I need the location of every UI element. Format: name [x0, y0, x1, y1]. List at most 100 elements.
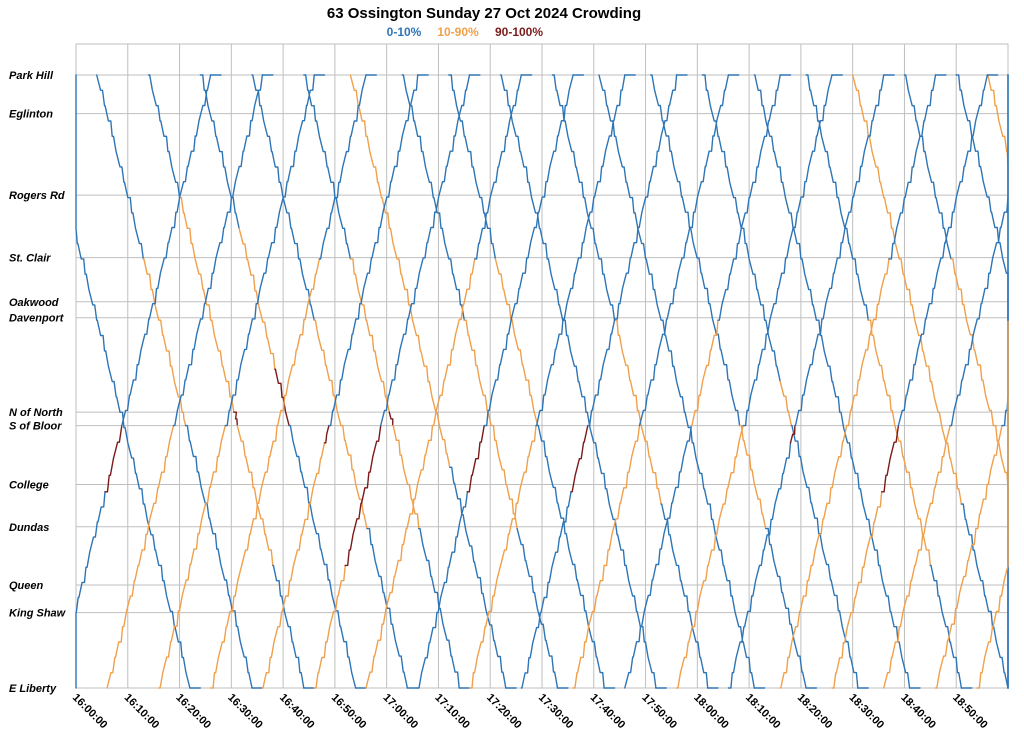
trip-segment-mid	[831, 491, 883, 689]
trip-segment-low	[119, 411, 191, 689]
trip-segment-low	[449, 466, 507, 689]
trip-segment-low	[727, 442, 792, 689]
trip-segment-mid	[975, 424, 1003, 530]
trip-segment-low	[147, 74, 181, 199]
trip-segment-mid	[276, 258, 321, 427]
x-tick-label: 18:50:00	[950, 692, 990, 732]
trip-segment-low	[537, 424, 605, 689]
trip-segment-mid	[846, 258, 890, 427]
x-axis-ticks: 16:00:00 16:10:00 16:20:00 16:30:00 16:40:00…	[70, 692, 990, 732]
x-tick-label: 16:00:00	[70, 692, 110, 732]
stop-label: Dundas	[9, 522, 49, 534]
trip-segment-high	[388, 411, 394, 427]
trip-segment-low	[742, 74, 833, 427]
trip-segment-mid	[499, 424, 537, 567]
stop-label: College	[9, 479, 49, 491]
trip-segment-low	[318, 74, 367, 260]
trip-segment-high	[274, 368, 290, 427]
x-tick-label: 17:00:00	[381, 692, 421, 732]
trip-segment-low	[401, 74, 465, 321]
x-tick-label: 17:10:00	[432, 692, 472, 732]
x-tick-label: 16:50:00	[329, 692, 369, 732]
trip-segment-mid	[976, 472, 1009, 689]
trip-segment-mid	[494, 258, 539, 427]
trip-segment-high	[570, 424, 589, 493]
trip-segment-mid	[349, 74, 383, 199]
trip-segment-low	[288, 424, 357, 689]
stop-label: Park Hill	[9, 70, 54, 82]
x-tick-label: 16:10:00	[122, 692, 162, 732]
trip-segment-low	[224, 74, 315, 427]
trip-segment-low	[483, 74, 574, 427]
trip-segment-low	[805, 74, 869, 321]
x-tick-label: 16:40:00	[277, 692, 317, 732]
trip-segment-low	[184, 424, 253, 689]
stop-labels: Park Hill Eglinton Rogers Rd St. Clair Oakwo…	[9, 70, 67, 695]
trip-segment-low	[516, 527, 559, 689]
trip-segment-mid	[603, 424, 641, 567]
trip-segment-low	[650, 74, 741, 427]
x-tick-label: 17:20:00	[484, 692, 524, 732]
trip-segment-low	[660, 503, 709, 689]
trip-segment-mid	[137, 424, 175, 567]
trip-segment-mid	[261, 442, 326, 689]
trip-segment-mid	[779, 380, 793, 427]
trip-segment-mid	[738, 424, 767, 530]
trip-segment-low	[199, 74, 240, 229]
trip-segment-mid	[572, 564, 605, 689]
trip-segment-mid	[950, 258, 994, 427]
trip-segment-low	[903, 74, 952, 260]
stop-label: Davenport	[9, 313, 65, 325]
legend-entry-mid: 10-90%	[437, 25, 479, 39]
trip-segment-mid	[640, 424, 662, 505]
trip-segment-low	[75, 491, 106, 689]
trip-segment-mid	[934, 527, 977, 689]
trip-lines	[75, 74, 1009, 689]
trip-segment-low	[417, 491, 469, 689]
stop-label: E Liberty	[9, 683, 57, 695]
trip-segment-mid	[181, 411, 187, 427]
trip-segment-low	[598, 74, 686, 413]
trip-segment-low	[272, 564, 305, 689]
trip-segment-low	[520, 491, 572, 689]
trip-segment-mid	[690, 319, 719, 427]
stop-label: King Shaw	[9, 608, 67, 620]
trip-segment-low	[585, 411, 657, 689]
trip-segment-low	[638, 74, 730, 427]
trip-segment-mid	[142, 258, 183, 413]
chart-title: 63 Ossington Sunday 27 Oct 2024 Crowding	[327, 5, 641, 22]
trip-segment-low	[960, 503, 1009, 689]
stop-label: Oakwood	[9, 297, 59, 309]
trip-segment-low	[75, 74, 121, 413]
trip-segment-low	[929, 564, 963, 689]
stop-label: St. Clair	[9, 253, 51, 265]
trip-segment-mid	[937, 411, 963, 505]
trip-segment-low	[839, 411, 911, 689]
trip-segment-mid	[405, 424, 434, 530]
stop-label: Queen	[9, 580, 44, 592]
trip-segment-mid	[883, 564, 916, 689]
trip-segment-mid	[340, 424, 368, 530]
x-tick-label: 18:20:00	[795, 692, 835, 732]
trip-segment-low	[121, 74, 212, 427]
x-tick-label: 17:30:00	[536, 692, 576, 732]
trip-segment-low	[790, 424, 859, 689]
legend: 0-10% 10-90% 90-100%	[387, 25, 544, 39]
trip-segment-high	[881, 424, 900, 493]
trip-segment-mid	[365, 527, 407, 689]
trip-segment-low	[172, 74, 264, 427]
trip-segment-mid	[675, 503, 724, 689]
trip-segment-mid	[490, 424, 518, 530]
trip-segment-mid	[463, 319, 492, 427]
trip-segment-low	[448, 74, 497, 260]
trip-segment-high	[789, 424, 796, 444]
trip-segment-mid	[178, 196, 235, 413]
trip-segment-mid	[349, 258, 390, 413]
trip-segment-low	[551, 74, 616, 321]
trip-segment-low	[794, 74, 885, 427]
trip-segment-low	[897, 74, 988, 427]
trip-segment-low	[535, 74, 626, 427]
trip-segment-high	[466, 424, 485, 493]
x-tick-label: 16:30:00	[225, 692, 265, 732]
